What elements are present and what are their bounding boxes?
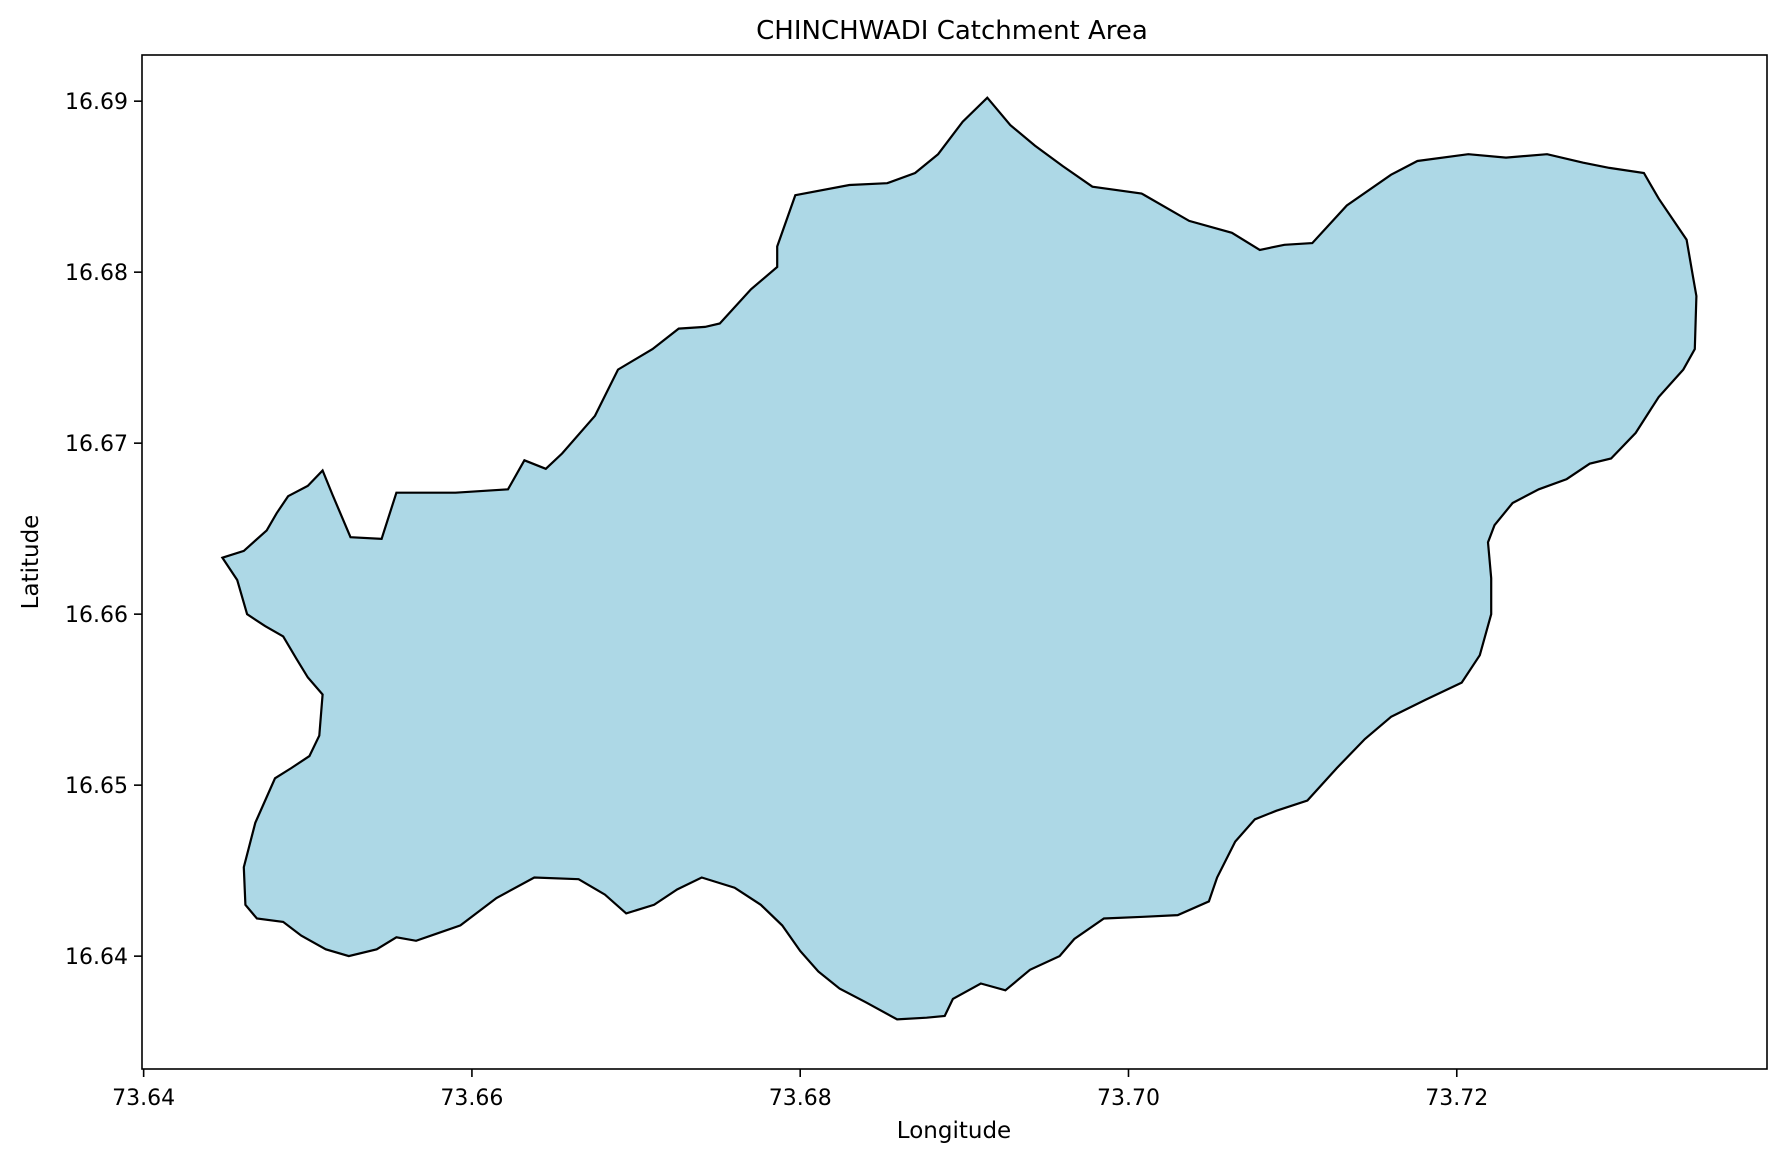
x-tick-label: 73.68	[769, 1086, 832, 1111]
y-axis-label: Latitude	[18, 515, 44, 610]
y-tick-label: 16.69	[65, 90, 128, 115]
y-tick-label: 16.65	[65, 774, 128, 799]
catchment-area-polygon	[220, 96, 1698, 1021]
map-title: CHINCHWADI Catchment Area	[756, 16, 1148, 46]
map-area	[220, 96, 1698, 1021]
y-axis-ticks: 16.64 16.65 16.66 16.67 16.68 16.69	[65, 90, 142, 970]
y-tick-label: 16.67	[65, 432, 128, 457]
x-tick-label: 73.70	[1097, 1086, 1160, 1111]
axes-frame	[141, 54, 1768, 1070]
y-tick-label: 16.64	[65, 945, 128, 970]
x-tick-label: 73.72	[1425, 1086, 1488, 1111]
y-tick-label: 16.68	[65, 261, 128, 286]
x-axis-ticks: 73.64 73.66 73.68 73.70 73.72	[112, 1069, 1488, 1111]
y-tick-label: 16.66	[65, 603, 128, 628]
x-tick-label: 73.64	[112, 1086, 175, 1111]
x-axis-label: Longitude	[897, 1118, 1011, 1144]
x-tick-label: 73.66	[440, 1086, 503, 1111]
